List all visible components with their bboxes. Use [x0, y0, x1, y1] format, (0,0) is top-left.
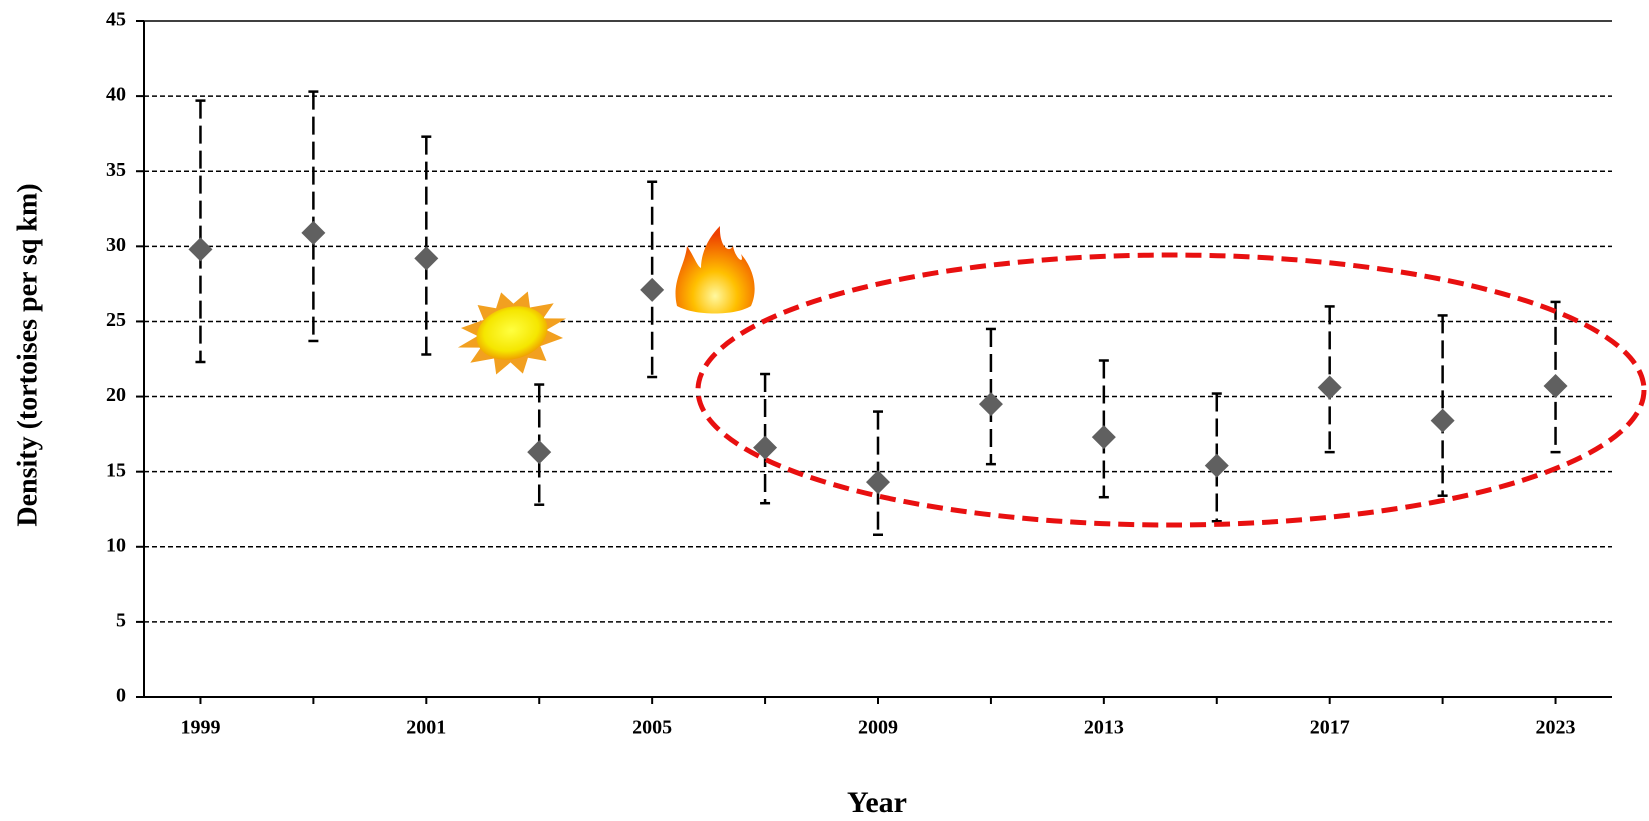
y-tick-label: 10	[106, 534, 126, 556]
y-tick-label: 30	[106, 234, 126, 256]
y-tick-label: 15	[106, 459, 126, 481]
y-tick-label: 45	[106, 9, 126, 31]
x-axis-title: Year	[847, 786, 907, 819]
point	[301, 220, 326, 245]
x-tick-label: 2023	[1536, 717, 1576, 739]
point	[1317, 375, 1342, 400]
y-tick-label: 35	[106, 159, 126, 181]
point	[188, 237, 213, 262]
y-tick-label: 40	[106, 84, 126, 106]
y-tick-label: 5	[116, 609, 126, 631]
x-tick-label: 1999	[180, 717, 220, 739]
fire-icon	[675, 226, 755, 314]
x-tick-label: 2005	[632, 717, 672, 739]
point	[866, 470, 890, 495]
point	[414, 246, 439, 271]
y-tick-label: 0	[116, 685, 126, 707]
x-tick-label: 2017	[1310, 717, 1350, 739]
y-axis-title: Density (tortoises per sq km)	[12, 183, 43, 526]
x-tick-label: 2001	[406, 717, 446, 739]
x-tick-label: 2009	[858, 717, 898, 739]
highlight-ellipse	[695, 252, 1647, 528]
sun-icon	[457, 291, 567, 375]
y-tick-label: 20	[106, 384, 126, 406]
point	[640, 277, 665, 302]
point	[1543, 374, 1568, 399]
y-tick-label: 25	[106, 309, 126, 331]
point	[527, 440, 552, 465]
point	[1091, 425, 1116, 450]
point	[978, 392, 1003, 417]
point	[1430, 408, 1455, 433]
point	[1204, 453, 1229, 478]
x-tick-label: 2013	[1084, 717, 1124, 739]
